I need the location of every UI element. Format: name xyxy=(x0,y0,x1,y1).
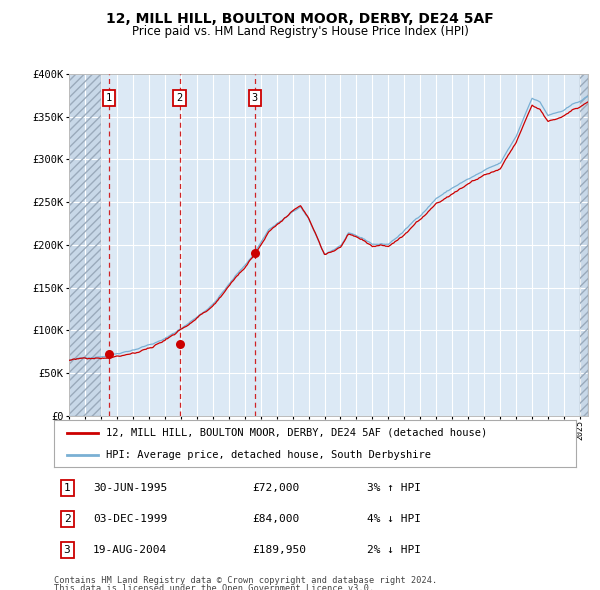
Text: 12, MILL HILL, BOULTON MOOR, DERBY, DE24 5AF: 12, MILL HILL, BOULTON MOOR, DERBY, DE24… xyxy=(106,12,494,27)
Text: 1: 1 xyxy=(64,483,70,493)
Text: 19-AUG-2004: 19-AUG-2004 xyxy=(93,545,167,555)
Text: £72,000: £72,000 xyxy=(253,483,299,493)
Text: 03-DEC-1999: 03-DEC-1999 xyxy=(93,514,167,524)
Text: 3% ↑ HPI: 3% ↑ HPI xyxy=(367,483,421,493)
Text: HPI: Average price, detached house, South Derbyshire: HPI: Average price, detached house, Sout… xyxy=(106,450,431,460)
Text: 3: 3 xyxy=(64,545,70,555)
Text: This data is licensed under the Open Government Licence v3.0.: This data is licensed under the Open Gov… xyxy=(54,584,374,590)
Text: 2: 2 xyxy=(176,93,182,103)
Text: 3: 3 xyxy=(251,93,258,103)
Text: Contains HM Land Registry data © Crown copyright and database right 2024.: Contains HM Land Registry data © Crown c… xyxy=(54,576,437,585)
Text: Price paid vs. HM Land Registry's House Price Index (HPI): Price paid vs. HM Land Registry's House … xyxy=(131,25,469,38)
Text: 30-JUN-1995: 30-JUN-1995 xyxy=(93,483,167,493)
Text: 1: 1 xyxy=(106,93,112,103)
Text: £189,950: £189,950 xyxy=(253,545,307,555)
Text: 4% ↓ HPI: 4% ↓ HPI xyxy=(367,514,421,524)
Text: 2: 2 xyxy=(64,514,70,524)
Text: 12, MILL HILL, BOULTON MOOR, DERBY, DE24 5AF (detached house): 12, MILL HILL, BOULTON MOOR, DERBY, DE24… xyxy=(106,428,487,438)
Text: £84,000: £84,000 xyxy=(253,514,299,524)
Text: 2% ↓ HPI: 2% ↓ HPI xyxy=(367,545,421,555)
